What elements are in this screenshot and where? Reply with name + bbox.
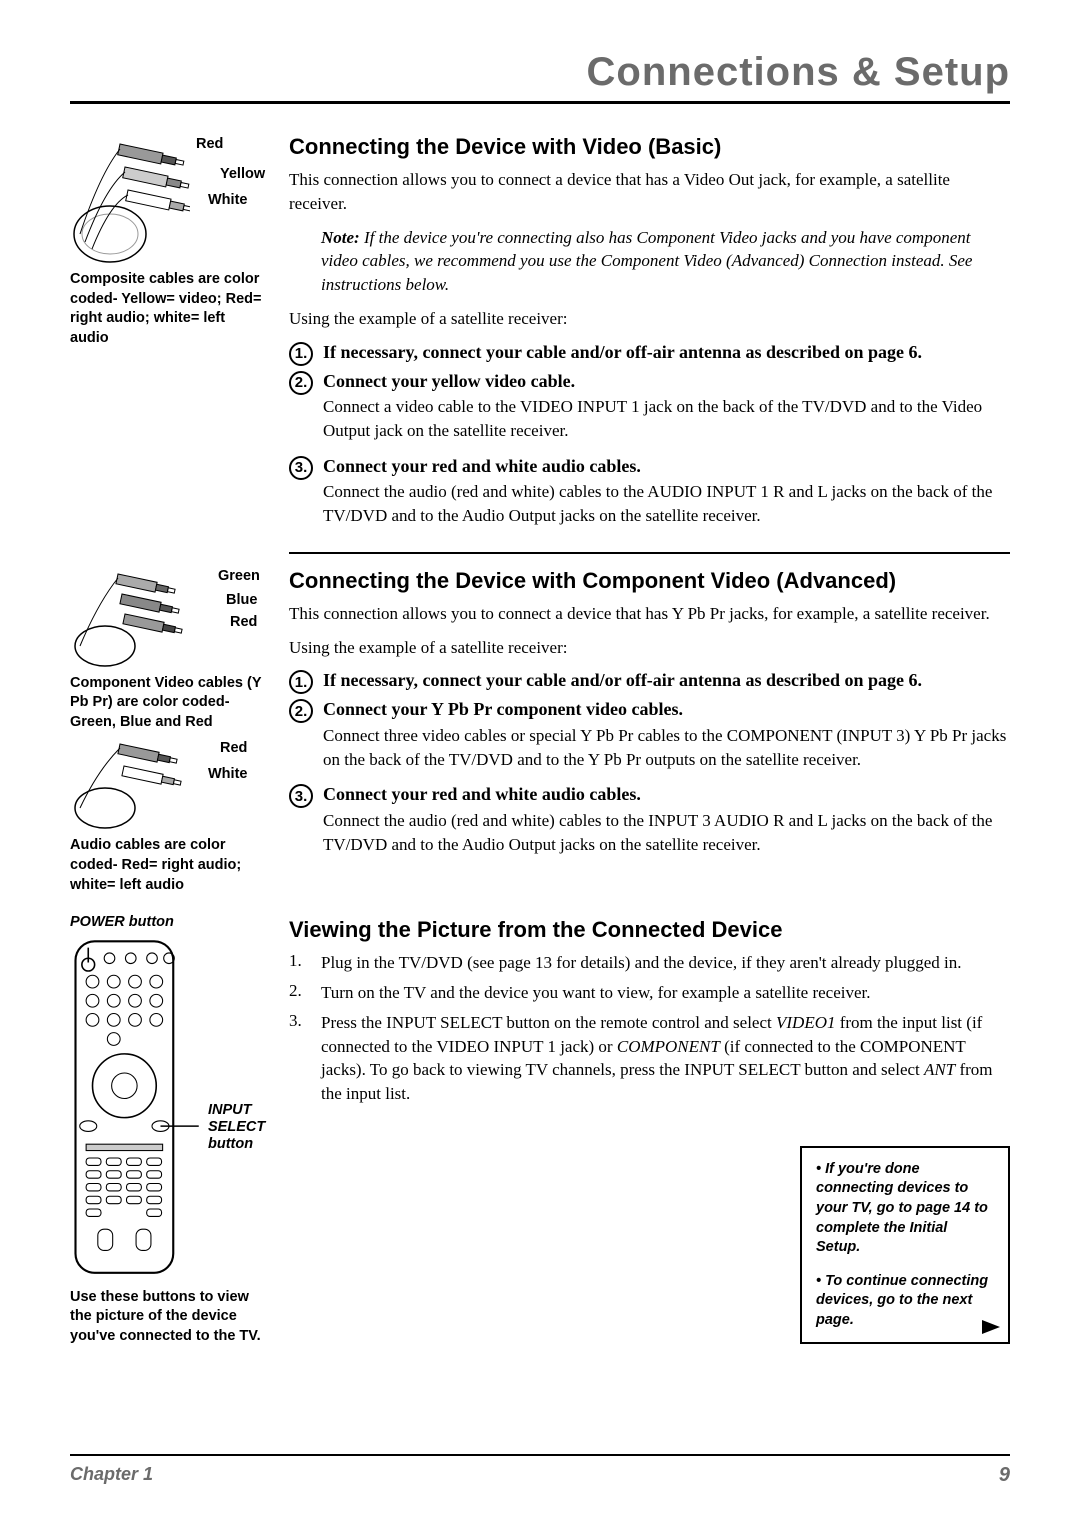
remote-caption: Use these buttons to view the picture of… bbox=[70, 1288, 265, 1347]
step-title: If necessary, connect your cable and/or … bbox=[323, 669, 1010, 692]
page-footer: Chapter 1 9 bbox=[70, 1454, 1010, 1487]
audio-label-white: White bbox=[208, 766, 247, 782]
step-number: 2. bbox=[289, 699, 313, 723]
step-number: 2. bbox=[289, 371, 313, 395]
composite-caption: Composite cables are color coded- Yellow… bbox=[70, 270, 265, 348]
advanced-section-row: Green Blue Red Component Video cables (Y… bbox=[70, 568, 1010, 895]
step-title: Connect your yellow video cable. bbox=[323, 370, 1010, 393]
step-desc: Connect the audio (red and white) cables… bbox=[323, 809, 1010, 857]
text-italic: ANT bbox=[924, 1060, 955, 1079]
ol-number: 1. bbox=[289, 951, 307, 975]
basic-example-line: Using the example of a satellite receive… bbox=[289, 307, 1010, 331]
viewing-step-1: 1. Plug in the TV/DVD (see page 13 for d… bbox=[289, 951, 1010, 975]
note-label: Note: bbox=[321, 228, 360, 247]
advanced-step-1: 1. If necessary, connect your cable and/… bbox=[289, 669, 1010, 694]
text: Press the INPUT SELECT button on the rem… bbox=[321, 1013, 776, 1032]
component-label-blue: Blue bbox=[226, 592, 257, 608]
footer-page-number: 9 bbox=[999, 1464, 1010, 1487]
advanced-heading: Connecting the Device with Component Vid… bbox=[289, 568, 1010, 594]
power-button-label: POWER button bbox=[70, 913, 265, 933]
step-title: Connect your Y Pb Pr component video cab… bbox=[323, 698, 1010, 721]
note-body: If the device you're connecting also has… bbox=[321, 228, 972, 295]
ol-number: 2. bbox=[289, 981, 307, 1005]
composite-label-red: Red bbox=[196, 136, 223, 152]
tip-line-2: • To continue connecting devices, go to … bbox=[816, 1272, 994, 1331]
section-divider bbox=[289, 552, 1010, 554]
text-italic: VIDEO1 bbox=[776, 1013, 835, 1032]
advanced-step-3: 3. Connect your red and white audio cabl… bbox=[289, 783, 1010, 864]
ol-body: Turn on the TV and the device you want t… bbox=[321, 981, 1010, 1005]
composite-cable-figure: Red Yellow White bbox=[70, 134, 265, 264]
title-bar: Connections & Setup bbox=[70, 50, 1010, 104]
component-sidebar: Green Blue Red Component Video cables (Y… bbox=[70, 568, 265, 895]
viewing-main: Viewing the Picture from the Connected D… bbox=[289, 907, 1010, 1346]
tip-line-1: • If you're done connecting devices to y… bbox=[816, 1160, 994, 1258]
advanced-step-2: 2. Connect your Y Pb Pr component video … bbox=[289, 698, 1010, 779]
basic-heading: Connecting the Device with Video (Basic) bbox=[289, 134, 1010, 160]
audio-caption: Audio cables are color coded- Red= right… bbox=[70, 836, 265, 895]
audio-cable-figure: Red White bbox=[70, 740, 265, 830]
component-cable-diagram bbox=[70, 568, 190, 668]
composite-sidebar: Red Yellow White Composite cables are co… bbox=[70, 134, 265, 540]
remote-sidebar: POWER button bbox=[70, 907, 265, 1346]
composite-cable-diagram bbox=[70, 134, 190, 264]
page-title: Connections & Setup bbox=[70, 50, 1010, 95]
step-number: 3. bbox=[289, 456, 313, 480]
cable-icon bbox=[70, 134, 190, 264]
ol-body: Press the INPUT SELECT button on the rem… bbox=[321, 1011, 1010, 1106]
viewing-step-3: 3. Press the INPUT SELECT button on the … bbox=[289, 1011, 1010, 1106]
arrow-icon bbox=[982, 1320, 1000, 1334]
input-select-label: INPUT SELECT button bbox=[208, 1102, 278, 1154]
audio-cable-diagram bbox=[70, 740, 190, 830]
text-italic: COMPONENT bbox=[617, 1037, 720, 1056]
step-desc: Connect the audio (red and white) cables… bbox=[323, 480, 1010, 528]
tip-box: • If you're done connecting devices to y… bbox=[800, 1146, 1010, 1345]
advanced-example-line: Using the example of a satellite receive… bbox=[289, 636, 1010, 660]
composite-label-yellow: Yellow bbox=[220, 166, 265, 182]
step-desc: Connect three video cables or special Y … bbox=[323, 724, 1010, 772]
basic-main: Connecting the Device with Video (Basic)… bbox=[289, 134, 1010, 540]
audio-label-red: Red bbox=[220, 740, 247, 756]
viewing-step-2: 2. Turn on the TV and the device you wan… bbox=[289, 981, 1010, 1005]
remote-icon bbox=[70, 937, 200, 1277]
component-label-red: Red bbox=[230, 614, 257, 630]
component-label-green: Green bbox=[218, 568, 260, 584]
advanced-intro: This connection allows you to connect a … bbox=[289, 602, 1010, 626]
cable-icon bbox=[70, 740, 190, 830]
basic-note: Note: If the device you're connecting al… bbox=[321, 226, 1010, 297]
basic-step-1: 1. If necessary, connect your cable and/… bbox=[289, 341, 1010, 366]
ol-number: 3. bbox=[289, 1011, 307, 1106]
advanced-main: Connecting the Device with Component Vid… bbox=[289, 568, 1010, 895]
step-number: 1. bbox=[289, 342, 313, 366]
step-desc: Connect a video cable to the VIDEO INPUT… bbox=[323, 395, 1010, 443]
step-number: 1. bbox=[289, 670, 313, 694]
component-caption: Component Video cables (Y Pb Pr) are col… bbox=[70, 674, 265, 733]
step-title: Connect your red and white audio cables. bbox=[323, 455, 1010, 478]
viewing-heading: Viewing the Picture from the Connected D… bbox=[289, 917, 1010, 943]
step-title: If necessary, connect your cable and/or … bbox=[323, 341, 1010, 364]
composite-label-white: White bbox=[208, 192, 247, 208]
footer-chapter: Chapter 1 bbox=[70, 1464, 153, 1487]
step-title: Connect your red and white audio cables. bbox=[323, 783, 1010, 806]
ol-body: Plug in the TV/DVD (see page 13 for deta… bbox=[321, 951, 1010, 975]
step-number: 3. bbox=[289, 784, 313, 808]
viewing-section-row: POWER button bbox=[70, 907, 1010, 1346]
basic-intro: This connection allows you to connect a … bbox=[289, 168, 1010, 216]
remote-figure: INPUT SELECT button bbox=[70, 937, 265, 1282]
basic-step-3: 3. Connect your red and white audio cabl… bbox=[289, 455, 1010, 536]
basic-section-row: Red Yellow White Composite cables are co… bbox=[70, 134, 1010, 540]
cable-icon bbox=[70, 568, 190, 668]
component-cable-figure: Green Blue Red bbox=[70, 568, 265, 668]
basic-step-2: 2. Connect your yellow video cable. Conn… bbox=[289, 370, 1010, 451]
